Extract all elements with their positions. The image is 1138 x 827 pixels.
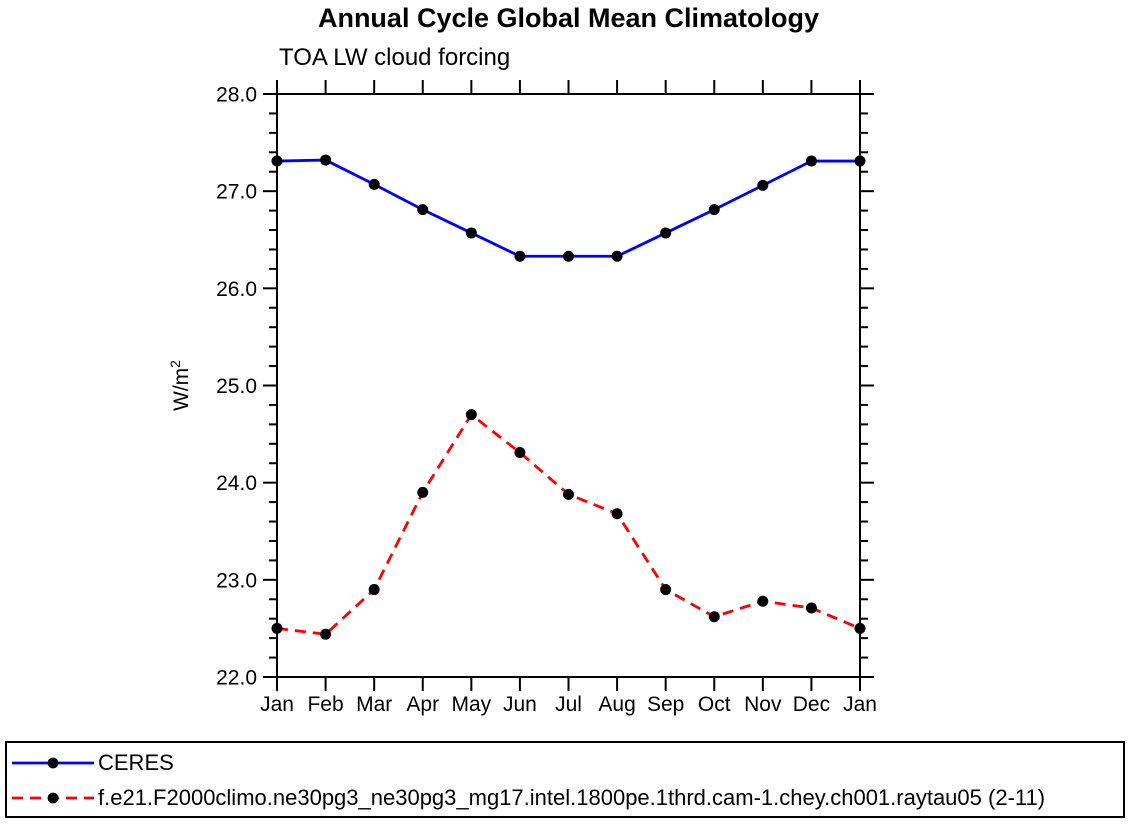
series-markers-model — [271, 409, 866, 640]
y-tick-label: 26.0 — [216, 278, 257, 301]
y-tick-label: 24.0 — [216, 472, 257, 495]
series-markers-ceres — [271, 154, 866, 262]
series-line-ceres — [276, 158, 860, 258]
x-tick-label: Apr — [406, 693, 439, 716]
x-tick-label: Jan — [843, 693, 877, 716]
data-point-marker — [805, 602, 817, 614]
legend-marker-dot — [47, 792, 59, 803]
x-tick-label: Jun — [503, 693, 537, 716]
data-point-marker — [514, 447, 526, 459]
data-point-marker — [757, 595, 769, 607]
y-tick-label: 28.0 — [216, 84, 257, 107]
legend-marker-dot — [47, 757, 59, 768]
y-tick-label: 27.0 — [216, 181, 257, 204]
data-point-marker — [708, 204, 720, 216]
x-tick-label: Oct — [698, 693, 731, 716]
data-point-marker — [611, 508, 623, 520]
x-tick-label: Aug — [598, 693, 635, 716]
y-axis-title: W/m2 — [167, 360, 193, 411]
data-point-marker — [757, 179, 769, 191]
data-point-marker — [320, 154, 332, 166]
data-point-marker — [368, 584, 380, 596]
x-tick-label: Dec — [793, 693, 830, 716]
data-point-marker — [854, 622, 866, 634]
data-point-marker — [660, 584, 672, 596]
legend-label-model: f.e21.F2000climo.ne30pg3_ne30pg3_mg17.in… — [98, 784, 1046, 810]
data-point-marker — [708, 611, 720, 623]
series-line-model — [276, 412, 861, 636]
chart-title: Annual Cycle Global Mean Climatology — [317, 3, 820, 33]
legend-box: CERES f.e21.F2000climo.ne30pg3_ne30pg3_m… — [5, 741, 1125, 818]
legend-swatch-dashed-line — [12, 792, 94, 803]
data-point-marker — [417, 204, 429, 216]
data-point-marker — [563, 250, 574, 262]
y-axis-ticks: 22.0 23.0 24.0 25.0 26.0 27.0 28.0 — [216, 84, 874, 690]
data-point-marker — [465, 227, 477, 239]
chart-subtitle: TOA LW cloud forcing — [279, 44, 511, 71]
x-tick-label: Feb — [307, 693, 343, 716]
annual-cycle-chart: 22.0 23.0 24.0 25.0 26.0 27.0 28.0 Jan Feb Mar Apr… — [167, 80, 877, 716]
legend-item-ceres: CERES — [10, 745, 1123, 780]
data-point-marker — [854, 155, 866, 167]
y-tick-label: 25.0 — [216, 375, 257, 398]
legend-label-ceres: CERES — [98, 749, 174, 775]
data-point-marker — [805, 155, 817, 167]
y-tick-label: 23.0 — [216, 569, 257, 592]
data-point-marker — [271, 155, 283, 167]
data-point-marker — [611, 250, 623, 262]
data-point-marker — [417, 486, 429, 498]
data-point-marker — [271, 622, 283, 634]
x-axis-ticks: Jan Feb Mar Apr May Jun Jul Aug Sep Oct Nov Dec Jan — [260, 80, 877, 716]
x-tick-label: Jul — [555, 693, 582, 716]
legend-item-model: f.e21.F2000climo.ne30pg3_ne30pg3_mg17.in… — [10, 780, 1123, 815]
data-point-marker — [320, 628, 332, 640]
data-point-marker — [368, 178, 380, 190]
data-point-marker — [514, 250, 526, 262]
legend-swatch-solid-line — [12, 757, 94, 768]
x-tick-label: Jan — [260, 693, 294, 716]
data-point-marker — [465, 409, 477, 421]
x-tick-label: Sep — [647, 693, 684, 716]
x-tick-label: May — [451, 693, 491, 716]
data-point-marker — [563, 488, 574, 500]
x-tick-label: Mar — [356, 693, 392, 716]
x-tick-label: Nov — [744, 693, 782, 716]
data-point-marker — [660, 227, 672, 239]
y-tick-label: 22.0 — [216, 667, 257, 690]
